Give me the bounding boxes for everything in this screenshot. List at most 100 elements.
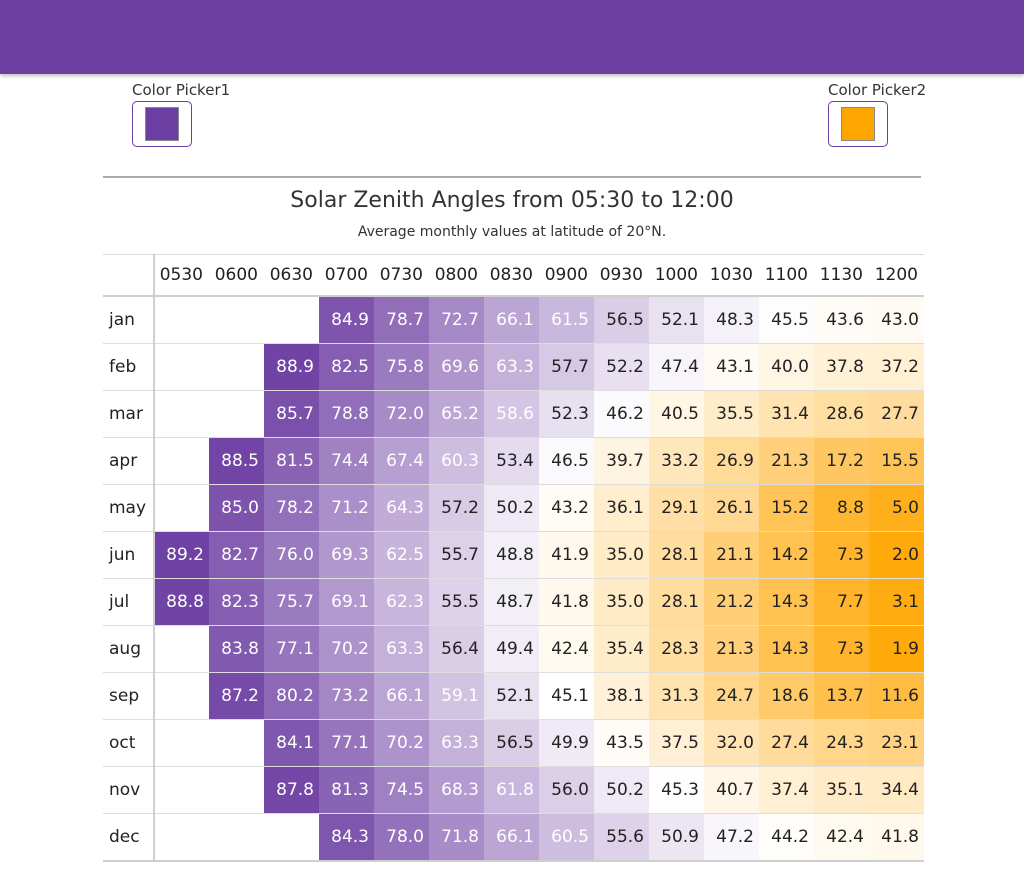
heatmap-cell: 14.2 — [759, 531, 814, 579]
heatmap-cell: 33.2 — [649, 437, 704, 485]
heatmap-cell: 71.2 — [319, 484, 374, 532]
heatmap-cell: 52.3 — [539, 390, 594, 438]
column-header: 1030 — [704, 254, 759, 297]
heatmap-cell: 63.3 — [484, 343, 539, 391]
heatmap-cell: 43.5 — [594, 719, 649, 767]
heatmap-cell: 82.7 — [209, 531, 264, 579]
heatmap-cell: 69.3 — [319, 531, 374, 579]
heatmap-cell: 41.8 — [869, 813, 924, 862]
heatmap-cell: 21.3 — [759, 437, 814, 485]
heatmap-cell: 74.4 — [319, 437, 374, 485]
heatmap-cell: 37.5 — [649, 719, 704, 767]
heatmap-cell: 37.4 — [759, 766, 814, 814]
heatmap-cell: 67.4 — [374, 437, 429, 485]
heatmap-cell: 77.1 — [319, 719, 374, 767]
heatmap-cell: 81.5 — [264, 437, 319, 485]
heatmap-cell: 84.3 — [319, 813, 374, 862]
heatmap-cell: 74.5 — [374, 766, 429, 814]
table-row: sep 87.2 80.2 73.2 66.1 59.1 52.1 45.1 38.1 31.3 2… — [103, 672, 924, 720]
heatmap-cell-empty — [154, 625, 209, 673]
chart-title: Solar Zenith Angles from 05:30 to 12:00 — [290, 188, 734, 213]
heatmap-cell: 27.7 — [869, 390, 924, 438]
heatmap-cell: 46.5 — [539, 437, 594, 485]
heatmap-cell: 36.1 — [594, 484, 649, 532]
heatmap-cell: 82.3 — [209, 578, 264, 626]
heatmap-cell-empty — [209, 390, 264, 438]
table-row: aug 83.8 77.1 70.2 63.3 56.4 49.4 42.4 35.4 28.3 2… — [103, 625, 924, 673]
heatmap-cell: 1.9 — [869, 625, 924, 673]
color-picker-1-swatch — [145, 107, 179, 141]
heatmap-cell: 81.3 — [319, 766, 374, 814]
heatmap-cell: 43.2 — [539, 484, 594, 532]
heatmap-cell-empty — [154, 719, 209, 767]
heatmap-cell: 14.3 — [759, 625, 814, 673]
heatmap-cell: 32.0 — [704, 719, 759, 767]
heatmap-cell: 47.2 — [704, 813, 759, 862]
column-header: 1200 — [869, 254, 924, 297]
heatmap-cell: 75.7 — [264, 578, 319, 626]
color-picker-2-button[interactable] — [828, 101, 888, 147]
row-label: oct — [103, 719, 155, 767]
heatmap-cell: 28.1 — [649, 578, 704, 626]
heatmap-cell: 26.9 — [704, 437, 759, 485]
heatmap-cell: 35.4 — [594, 625, 649, 673]
heatmap-cell: 57.2 — [429, 484, 484, 532]
table-row: jan 84.9 78.7 72.7 66.1 61.5 56.5 52.1 48.3 45.5 4… — [103, 296, 924, 344]
color-picker-1: Color Picker1 — [132, 80, 230, 147]
heatmap-cell-empty — [209, 343, 264, 391]
heatmap-cell: 11.6 — [869, 672, 924, 720]
heatmap-cell: 76.0 — [264, 531, 319, 579]
heatmap-cell: 60.3 — [429, 437, 484, 485]
heatmap-cell: 46.2 — [594, 390, 649, 438]
heatmap-cell: 78.0 — [374, 813, 429, 862]
row-label: jan — [103, 296, 155, 344]
heatmap-cell-empty — [154, 296, 209, 344]
heatmap-cell-empty — [264, 813, 319, 862]
heatmap-cell: 29.1 — [649, 484, 704, 532]
heatmap-cell: 55.6 — [594, 813, 649, 862]
table-row: apr 88.5 81.5 74.4 67.4 60.3 53.4 46.5 39.7 33.2 2… — [103, 437, 924, 485]
heatmap-cell: 28.6 — [814, 390, 869, 438]
heatmap-cell: 80.2 — [264, 672, 319, 720]
heatmap-cell: 15.5 — [869, 437, 924, 485]
heatmap-cell: 35.0 — [594, 578, 649, 626]
heatmap-cell: 42.4 — [539, 625, 594, 673]
heatmap-cell: 88.9 — [264, 343, 319, 391]
heatmap-cell: 87.2 — [209, 672, 264, 720]
row-label: aug — [103, 625, 155, 673]
heatmap-cell: 78.2 — [264, 484, 319, 532]
heatmap-cell: 15.2 — [759, 484, 814, 532]
heatmap-cell: 65.2 — [429, 390, 484, 438]
row-label: sep — [103, 672, 155, 720]
heatmap-table: 0530 0600 0630 0700 0730 0800 0830 0900 0930 1000… — [103, 254, 924, 862]
color-picker-1-button[interactable] — [132, 101, 192, 147]
heatmap-cell: 47.4 — [649, 343, 704, 391]
heatmap-cell: 52.2 — [594, 343, 649, 391]
heatmap-cell: 60.5 — [539, 813, 594, 862]
heatmap-cell: 31.4 — [759, 390, 814, 438]
heatmap-cell: 26.1 — [704, 484, 759, 532]
heatmap-cell-empty — [209, 296, 264, 344]
heatmap-cell: 56.5 — [594, 296, 649, 344]
heatmap-cell: 85.0 — [209, 484, 264, 532]
heatmap-cell: 7.7 — [814, 578, 869, 626]
heatmap-cell: 17.2 — [814, 437, 869, 485]
heatmap-cell: 43.0 — [869, 296, 924, 344]
heatmap-cell: 43.6 — [814, 296, 869, 344]
heatmap-cell: 87.8 — [264, 766, 319, 814]
table-row: jul 88.8 82.3 75.7 69.1 62.3 55.5 48.7 41.8 35.0 2… — [103, 578, 924, 626]
heatmap-cell: 69.1 — [319, 578, 374, 626]
app-header-bar — [0, 0, 1024, 74]
column-header: 0600 — [209, 254, 264, 297]
heatmap-cell: 84.9 — [319, 296, 374, 344]
column-header: 1130 — [814, 254, 869, 297]
column-header: 0900 — [539, 254, 594, 297]
heatmap-cell-empty — [154, 766, 209, 814]
heatmap-cell: 66.1 — [484, 296, 539, 344]
heatmap-cell: 78.7 — [374, 296, 429, 344]
heatmap-cell: 40.0 — [759, 343, 814, 391]
heatmap-cell: 35.5 — [704, 390, 759, 438]
row-label: jul — [103, 578, 155, 626]
table-top-rule — [103, 176, 921, 178]
heatmap-cell: 13.7 — [814, 672, 869, 720]
